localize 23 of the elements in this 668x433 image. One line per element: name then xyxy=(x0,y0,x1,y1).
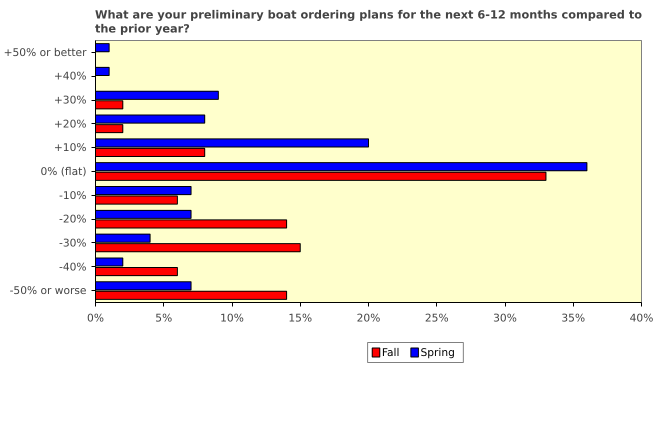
y-tick-label: -40% xyxy=(58,260,86,274)
y-tick-label: +20% xyxy=(54,117,87,130)
x-tick-label: 25% xyxy=(424,312,449,324)
x-tick-label: 10% xyxy=(220,312,244,324)
x-tick-label: 15% xyxy=(288,312,312,324)
x-tick-label: 30% xyxy=(493,312,517,324)
y-tick-label: +10% xyxy=(54,141,87,154)
chart-title: What are your preliminary boat ordering plans for the next 6-12 months compared to the prior year? xyxy=(94,8,642,36)
y-tick-label: -20% xyxy=(58,212,86,226)
y-tick-label: 0% (flat) xyxy=(40,165,87,178)
y-tick-label: +40% xyxy=(54,70,87,83)
x-tick-label: 5% xyxy=(155,312,172,324)
x-tick-label: 35% xyxy=(561,312,586,324)
y-tick-label: -50% or worse xyxy=(10,284,87,298)
x-tick-label: 20% xyxy=(356,312,380,324)
y-tick-label: +30% xyxy=(54,94,87,107)
x-tick-label: 40% xyxy=(630,312,654,324)
y-tick-label: -10% xyxy=(58,188,86,202)
legend-label: Spring xyxy=(420,346,455,359)
y-tick-label: +50% or better xyxy=(4,46,88,59)
legend-label: Fall xyxy=(382,346,400,359)
y-tick-label: -30% xyxy=(58,236,86,250)
x-tick-label: 0% xyxy=(87,312,104,324)
